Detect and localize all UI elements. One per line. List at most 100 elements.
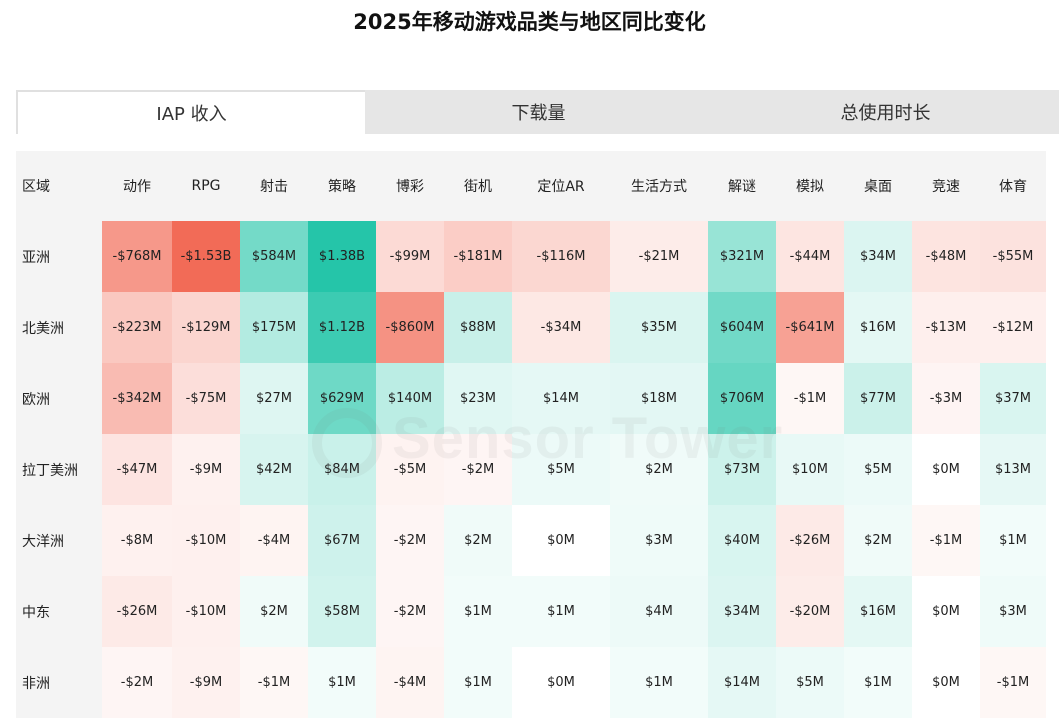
heatmap-cell[interactable]: -$342M — [102, 363, 172, 434]
heatmap-cell[interactable]: $40M — [708, 505, 776, 576]
heatmap-cell[interactable]: $2M — [610, 434, 708, 505]
tab-downloads[interactable]: 下载量 — [511, 103, 566, 124]
heatmap-cell[interactable]: -$768M — [102, 221, 172, 292]
heatmap-cell[interactable]: -$13M — [912, 292, 980, 363]
heatmap-cell[interactable]: $1M — [512, 576, 610, 647]
heatmap-cell[interactable]: $321M — [708, 221, 776, 292]
heatmap-cell[interactable]: $23M — [444, 363, 512, 434]
heatmap-cell[interactable]: $0M — [512, 647, 610, 718]
tab-total-time-spent[interactable]: 总使用时长 — [840, 103, 931, 124]
heatmap-cell[interactable]: $16M — [844, 576, 912, 647]
heatmap-cell[interactable]: -$2M — [444, 434, 512, 505]
heatmap-cell[interactable]: -$2M — [376, 576, 444, 647]
heatmap-cell[interactable]: -$3M — [912, 363, 980, 434]
heatmap-cell[interactable]: -$55M — [980, 221, 1046, 292]
heatmap-cell[interactable]: $140M — [376, 363, 444, 434]
heatmap-cell[interactable]: $1.12B — [308, 292, 376, 363]
heatmap-cell[interactable]: -$9M — [172, 434, 240, 505]
heatmap-cell[interactable]: $2M — [444, 505, 512, 576]
heatmap-cell[interactable]: $37M — [980, 363, 1046, 434]
heatmap-cell[interactable]: $67M — [308, 505, 376, 576]
heatmap-cell[interactable]: -$2M — [102, 647, 172, 718]
region-label: 非洲 — [16, 647, 102, 718]
heatmap-cell[interactable]: -$1M — [980, 647, 1046, 718]
heatmap-cell[interactable]: $34M — [844, 221, 912, 292]
heatmap-cell[interactable]: $73M — [708, 434, 776, 505]
heatmap-cell[interactable]: -$2M — [376, 505, 444, 576]
heatmap-cell[interactable]: -$99M — [376, 221, 444, 292]
heatmap-cell[interactable]: $3M — [610, 505, 708, 576]
heatmap-cell[interactable]: -$1M — [912, 505, 980, 576]
heatmap-cell[interactable]: $584M — [240, 221, 308, 292]
heatmap-cell[interactable]: $0M — [912, 434, 980, 505]
heatmap-cell[interactable]: -$75M — [172, 363, 240, 434]
heatmap-cell[interactable]: -$48M — [912, 221, 980, 292]
region-label: 欧洲 — [16, 363, 102, 434]
heatmap-cell[interactable]: -$8M — [102, 505, 172, 576]
heatmap-cell[interactable]: $5M — [776, 647, 844, 718]
heatmap-cell[interactable]: -$223M — [102, 292, 172, 363]
heatmap-cell[interactable]: $13M — [980, 434, 1046, 505]
heatmap-cell[interactable]: -$5M — [376, 434, 444, 505]
heatmap-cell[interactable]: $1M — [308, 647, 376, 718]
heatmap-cell[interactable]: -$44M — [776, 221, 844, 292]
heatmap-cell[interactable]: $14M — [512, 363, 610, 434]
heatmap-cell[interactable]: $1M — [444, 576, 512, 647]
heatmap-cell[interactable]: $604M — [708, 292, 776, 363]
heatmap-cell[interactable]: $58M — [308, 576, 376, 647]
heatmap-cell[interactable]: -$10M — [172, 576, 240, 647]
heatmap-cell[interactable]: $77M — [844, 363, 912, 434]
heatmap-cell[interactable]: -$116M — [512, 221, 610, 292]
heatmap-cell[interactable]: $629M — [308, 363, 376, 434]
region-label: 大洋洲 — [16, 505, 102, 576]
heatmap-cell[interactable]: -$26M — [776, 505, 844, 576]
heatmap-cell[interactable]: -$1M — [240, 647, 308, 718]
heatmap-cell[interactable]: $42M — [240, 434, 308, 505]
heatmap-cell[interactable]: $175M — [240, 292, 308, 363]
heatmap-row: 大洋洲 -$8M -$10M -$4M $67M -$2M $2M $0M $3M $40M -$2… — [16, 505, 1046, 576]
heatmap-cell[interactable]: $18M — [610, 363, 708, 434]
heatmap-cell[interactable]: $0M — [912, 647, 980, 718]
heatmap-cell[interactable]: -$20M — [776, 576, 844, 647]
heatmap-cell[interactable]: -$4M — [376, 647, 444, 718]
heatmap-cell[interactable]: $27M — [240, 363, 308, 434]
heatmap-cell[interactable]: -$21M — [610, 221, 708, 292]
heatmap-cell[interactable]: $1M — [444, 647, 512, 718]
heatmap-cell[interactable]: -$10M — [172, 505, 240, 576]
heatmap-cell[interactable]: -$129M — [172, 292, 240, 363]
heatmap-cell[interactable]: -$12M — [980, 292, 1046, 363]
heatmap-cell[interactable]: -$47M — [102, 434, 172, 505]
heatmap-cell[interactable]: $16M — [844, 292, 912, 363]
heatmap-cell[interactable]: $0M — [512, 505, 610, 576]
heatmap-cell[interactable]: $10M — [776, 434, 844, 505]
heatmap-cell[interactable]: -$181M — [444, 221, 512, 292]
heatmap-cell[interactable]: -$860M — [376, 292, 444, 363]
heatmap-cell[interactable]: -$9M — [172, 647, 240, 718]
heatmap-cell[interactable]: $706M — [708, 363, 776, 434]
heatmap-cell[interactable]: $84M — [308, 434, 376, 505]
heatmap-cell[interactable]: $35M — [610, 292, 708, 363]
heatmap-cell[interactable]: $1M — [844, 647, 912, 718]
heatmap-cell[interactable]: $34M — [708, 576, 776, 647]
heatmap-cell[interactable]: -$34M — [512, 292, 610, 363]
heatmap-cell[interactable]: $5M — [512, 434, 610, 505]
heatmap-cell[interactable]: -$641M — [776, 292, 844, 363]
heatmap-cell[interactable]: $0M — [912, 576, 980, 647]
heatmap-cell[interactable]: -$1.53B — [172, 221, 240, 292]
heatmap-cell[interactable]: $2M — [844, 505, 912, 576]
heatmap-cell[interactable]: $5M — [844, 434, 912, 505]
heatmap-row: 亚洲 -$768M -$1.53B $584M $1.38B -$99M -$181M -$1… — [16, 221, 1046, 292]
heatmap-cell[interactable]: $1M — [980, 505, 1046, 576]
heatmap-cell[interactable]: -$26M — [102, 576, 172, 647]
heatmap-cell[interactable]: -$4M — [240, 505, 308, 576]
heatmap-cell[interactable]: $88M — [444, 292, 512, 363]
tab-iap-revenue[interactable]: IAP 收入 — [16, 90, 365, 134]
heatmap-cell[interactable]: -$1M — [776, 363, 844, 434]
heatmap-cell[interactable]: $1M — [610, 647, 708, 718]
heatmap-cell[interactable]: $2M — [240, 576, 308, 647]
heatmap-cell[interactable]: $3M — [980, 576, 1046, 647]
heatmap-cell[interactable]: $4M — [610, 576, 708, 647]
heatmap-cell[interactable]: $1.38B — [308, 221, 376, 292]
category-header: 定位AR — [512, 151, 610, 221]
heatmap-cell[interactable]: $14M — [708, 647, 776, 718]
